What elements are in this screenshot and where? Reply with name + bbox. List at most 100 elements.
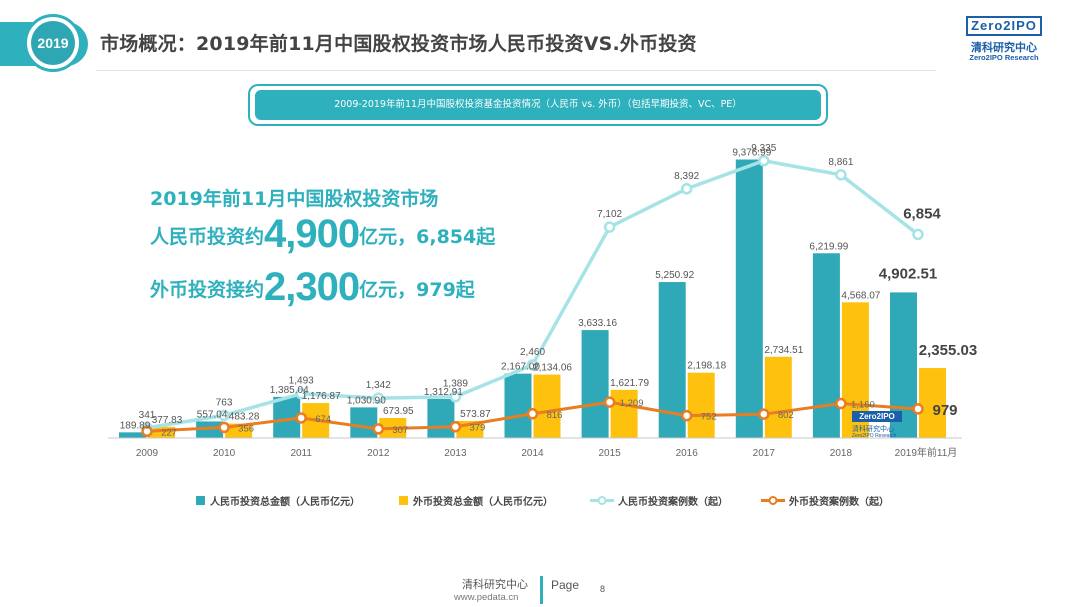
- data-label-rmb-cases: 8,392: [674, 171, 699, 182]
- data-label-rmb-cases: 8,861: [828, 157, 853, 168]
- data-label-fx-amount: 377.83: [152, 415, 183, 426]
- bar-fx-amount: [148, 426, 175, 438]
- fx-cases-point: [603, 396, 616, 408]
- logo-cn: 清科研究中心: [971, 41, 1037, 54]
- fx-cases-point: [372, 423, 385, 435]
- data-label-fx-cases: 379: [469, 423, 485, 434]
- bar-rmb-amount: [812, 253, 840, 438]
- zero2ipo-logo: Zero2IPO 清科研究中心 Zero2IPO Research: [962, 16, 1046, 66]
- data-label-fx-amount: 2,134.06: [533, 363, 572, 374]
- data-label-rmb-amount: 1,312.91: [424, 387, 463, 398]
- legend-swatch: [399, 496, 408, 505]
- bar-fx-amount: [533, 374, 561, 438]
- highlight-fx-suffix: 亿元，979起: [359, 279, 475, 301]
- fx-cases-point: [295, 412, 307, 424]
- highlight-rmb-suffix: 亿元，6,854起: [359, 226, 496, 248]
- x-tick-label: 2018: [830, 448, 853, 459]
- rmb-cases-point: [449, 390, 462, 403]
- logo-wordmark: Zero2IPO: [966, 16, 1042, 36]
- highlight-fx-prefix: 外币投资接约: [150, 279, 265, 301]
- data-label-rmb-cases: 341: [139, 410, 156, 421]
- data-label-rmb-amount: 4,902.51: [879, 265, 937, 282]
- data-label-fx-amount: 2,198.18: [687, 361, 726, 372]
- highlight-rmb-amount: 4,900: [264, 212, 360, 256]
- data-label-rmb-cases: 6,854: [903, 205, 941, 222]
- data-label-rmb-amount: 3,633.16: [578, 318, 617, 329]
- data-label-fx-cases: 752: [701, 412, 717, 423]
- x-tick-label: 2009: [136, 448, 159, 459]
- watermark-wordmark: Zero2IPO: [852, 411, 902, 422]
- fx-cases-point: [835, 397, 847, 410]
- footer-org: 清科研究中心: [462, 578, 528, 591]
- x-tick-label: 2019年前11月: [895, 446, 958, 459]
- title-divider: [96, 70, 936, 71]
- data-label-fx-cases: 816: [547, 410, 563, 421]
- rmb-cases-point: [603, 221, 616, 233]
- data-label-rmb-cases: 2,460: [520, 347, 545, 358]
- data-label-rmb-amount: 1,030.90: [347, 395, 386, 406]
- data-label-fx-cases: 307: [392, 425, 408, 436]
- data-label-fx-amount: 1,621.79: [610, 378, 649, 389]
- rmb-cases-point: [218, 409, 230, 422]
- footer-url[interactable]: www.pedata.cn: [454, 592, 519, 603]
- rmb-cases-point: [758, 155, 770, 167]
- legend-label: 人民币投资案例数（起）: [618, 495, 728, 508]
- x-tick-label: 2015: [598, 448, 621, 459]
- data-label-rmb-amount: 1,385.04: [270, 385, 309, 396]
- page-title: 市场概况：2019年前11月中国股权投资市场人民币投资VS.外币投资: [100, 33, 697, 55]
- data-label-fx-amount: 673.95: [383, 406, 414, 417]
- data-label-rmb-amount: 9,376.99: [732, 148, 771, 159]
- rmb-cases-point: [680, 183, 693, 195]
- bar-rmb-amount: [119, 432, 146, 438]
- fx-cases-point: [141, 425, 153, 438]
- year-badge-label: 2019: [31, 21, 75, 65]
- highlight-fx: 外币投资接约2,300亿元，979起: [150, 265, 475, 310]
- highlight-rmb-prefix: 人民币投资约: [150, 226, 265, 248]
- data-label-rmb-amount: 189.89: [120, 420, 151, 431]
- data-label-fx-cases: 356: [238, 423, 254, 434]
- data-label-rmb-cases: 1,493: [289, 376, 314, 387]
- x-tick-label: 2010: [213, 448, 236, 459]
- highlight-market: 2019年前11月中国股权投资市场: [150, 188, 439, 210]
- bar-rmb-amount: [427, 399, 455, 438]
- data-label-rmb-amount: 2,167.00: [501, 362, 540, 373]
- data-label-rmb-amount: 5,250.92: [655, 270, 694, 281]
- fx-cases-point: [449, 420, 462, 433]
- footer-page-label: Page: [551, 578, 580, 592]
- year-badge: 2019: [24, 14, 82, 72]
- legend-label: 人民币投资总金额（人民币亿元）: [210, 495, 360, 508]
- bar-fx-amount: [687, 372, 715, 438]
- x-tick-label: 2016: [676, 448, 699, 459]
- bar-fx-amount: [610, 389, 638, 438]
- x-axis: 2009 2010 2011 2012 2013 2014 2015 2016 2017 2018…: [108, 437, 962, 459]
- legend-label: 外币投资案例数（起）: [788, 495, 889, 508]
- header: 2019 市场概况：2019年前11月中国股权投资市场人民币投资VS.外币投资 …: [0, 0, 1080, 88]
- rmb-cases-point: [372, 392, 385, 404]
- bar-rmb-amount: [735, 159, 763, 438]
- legend-label: 外币投资总金额（人民币亿元）: [412, 495, 553, 508]
- legend-item: 人民币投资总金额（人民币亿元）: [196, 495, 360, 508]
- legend-item: 外币投资案例数（起）: [761, 495, 889, 508]
- x-tick-label: 2012: [367, 448, 390, 459]
- chart-title: 2009-2019年前11月中国股权投资基金投资情况（人民币 vs. 外币）（包…: [255, 90, 821, 120]
- watermark-cn: 清科研究中心: [852, 425, 894, 433]
- data-label-rmb-cases: 1,342: [366, 380, 391, 391]
- data-label-rmb-amount: 6,219.99: [809, 241, 848, 252]
- data-label-fx-amount: 4,568.07: [841, 290, 880, 301]
- rmb-cases-point: [835, 169, 847, 181]
- legend-swatch-marker: [768, 496, 778, 505]
- x-tick-label: 2011: [290, 448, 312, 459]
- data-label-fx-amount: 1,176.87: [302, 391, 341, 402]
- data-label-fx-cases: 979: [932, 402, 957, 419]
- footer-page-number: 8: [600, 584, 606, 594]
- data-label-fx-amount: 483.28: [229, 412, 260, 423]
- data-label-fx-amount: 2,355.03: [919, 342, 977, 359]
- rmb-cases-point: [526, 359, 539, 371]
- x-tick-label: 2017: [753, 448, 776, 459]
- chart-title-banner: 2009-2019年前11月中国股权投资基金投资情况（人民币 vs. 外币）（包…: [248, 84, 828, 126]
- legend: 人民币投资总金额（人民币亿元） 外币投资总金额（人民币亿元） 人民币投资案例数（起）…: [196, 495, 889, 508]
- bar-rmb-amount: [196, 421, 224, 438]
- fx-cases-point: [680, 409, 693, 422]
